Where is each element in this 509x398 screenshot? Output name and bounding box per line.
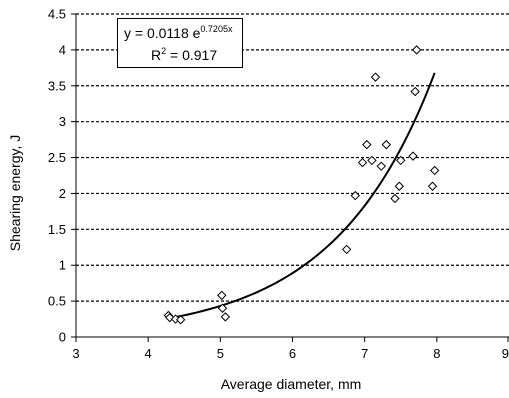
- data-point-17: [396, 155, 406, 166]
- y-tick-label-0: 0: [59, 330, 66, 345]
- exponential-trendline: [169, 72, 436, 320]
- data-points: [163, 45, 440, 325]
- r-squared-exponent: 2: [161, 46, 167, 56]
- equation-exponent: 0.7205x: [200, 24, 233, 34]
- y-tick-label-9: 4.5: [48, 7, 66, 22]
- y-tick-labels: 0 0.5 1 1.5 2 2.5 3 3.5 4 4.5: [48, 7, 76, 345]
- y-tick-label-8: 4: [59, 42, 66, 57]
- r-squared-line: R2 = 0.917: [151, 46, 218, 64]
- x-tick-label-5: 8: [433, 346, 440, 361]
- data-point-7: [341, 244, 352, 255]
- data-point-22: [429, 165, 440, 176]
- data-point-3: [175, 315, 186, 325]
- grid-lines: [76, 13, 509, 302]
- data-point-5: [217, 303, 228, 313]
- equation-text: y = 0.0118 e: [124, 25, 201, 41]
- r-squared-label: R: [151, 47, 162, 63]
- data-point-18: [408, 151, 418, 161]
- data-point-15: [390, 193, 400, 204]
- y-tick-label-5: 2.5: [48, 150, 66, 165]
- x-tick-label-1: 4: [145, 346, 152, 361]
- x-tick-label-4: 7: [361, 346, 368, 361]
- data-point-9: [357, 157, 368, 168]
- y-tick-label-1: 0.5: [48, 294, 66, 309]
- y-tick-label-7: 3.5: [48, 78, 66, 93]
- data-point-12: [370, 72, 381, 82]
- data-point-21: [427, 181, 438, 191]
- data-point-20: [411, 45, 422, 55]
- data-point-4: [217, 290, 227, 301]
- equation-line: y = 0.0118 e0.7205x: [124, 24, 233, 42]
- data-point-11: [367, 155, 377, 166]
- y-tick-label-3: 1.5: [48, 222, 66, 237]
- trendline-equation-box: y = 0.0118 e0.7205x R2 = 0.917: [117, 18, 243, 68]
- y-tick-label-2: 1: [59, 258, 66, 273]
- data-point-13: [376, 161, 386, 171]
- y-tick-label-4: 2: [59, 186, 66, 201]
- trendline: [169, 72, 436, 320]
- y-tick-label-6: 3: [59, 114, 66, 129]
- x-axis-title: Average diameter, mm: [221, 376, 362, 392]
- x-tick-label-3: 6: [289, 346, 296, 361]
- data-point-14: [381, 139, 392, 150]
- data-point-16: [394, 181, 405, 191]
- x-tick-label-2: 5: [217, 346, 224, 361]
- data-point-6: [220, 312, 231, 322]
- x-tick-label-0: 3: [72, 346, 79, 361]
- x-tick-label-6: 9: [502, 346, 509, 361]
- data-point-10: [362, 139, 372, 150]
- data-point-8: [350, 190, 360, 201]
- data-point-19: [410, 86, 420, 97]
- r-squared-value: = 0.917: [166, 47, 218, 63]
- y-axis-title: Shearing energy, J: [7, 135, 23, 251]
- x-tick-labels: 3 4 5 6 7 8 9: [72, 337, 509, 361]
